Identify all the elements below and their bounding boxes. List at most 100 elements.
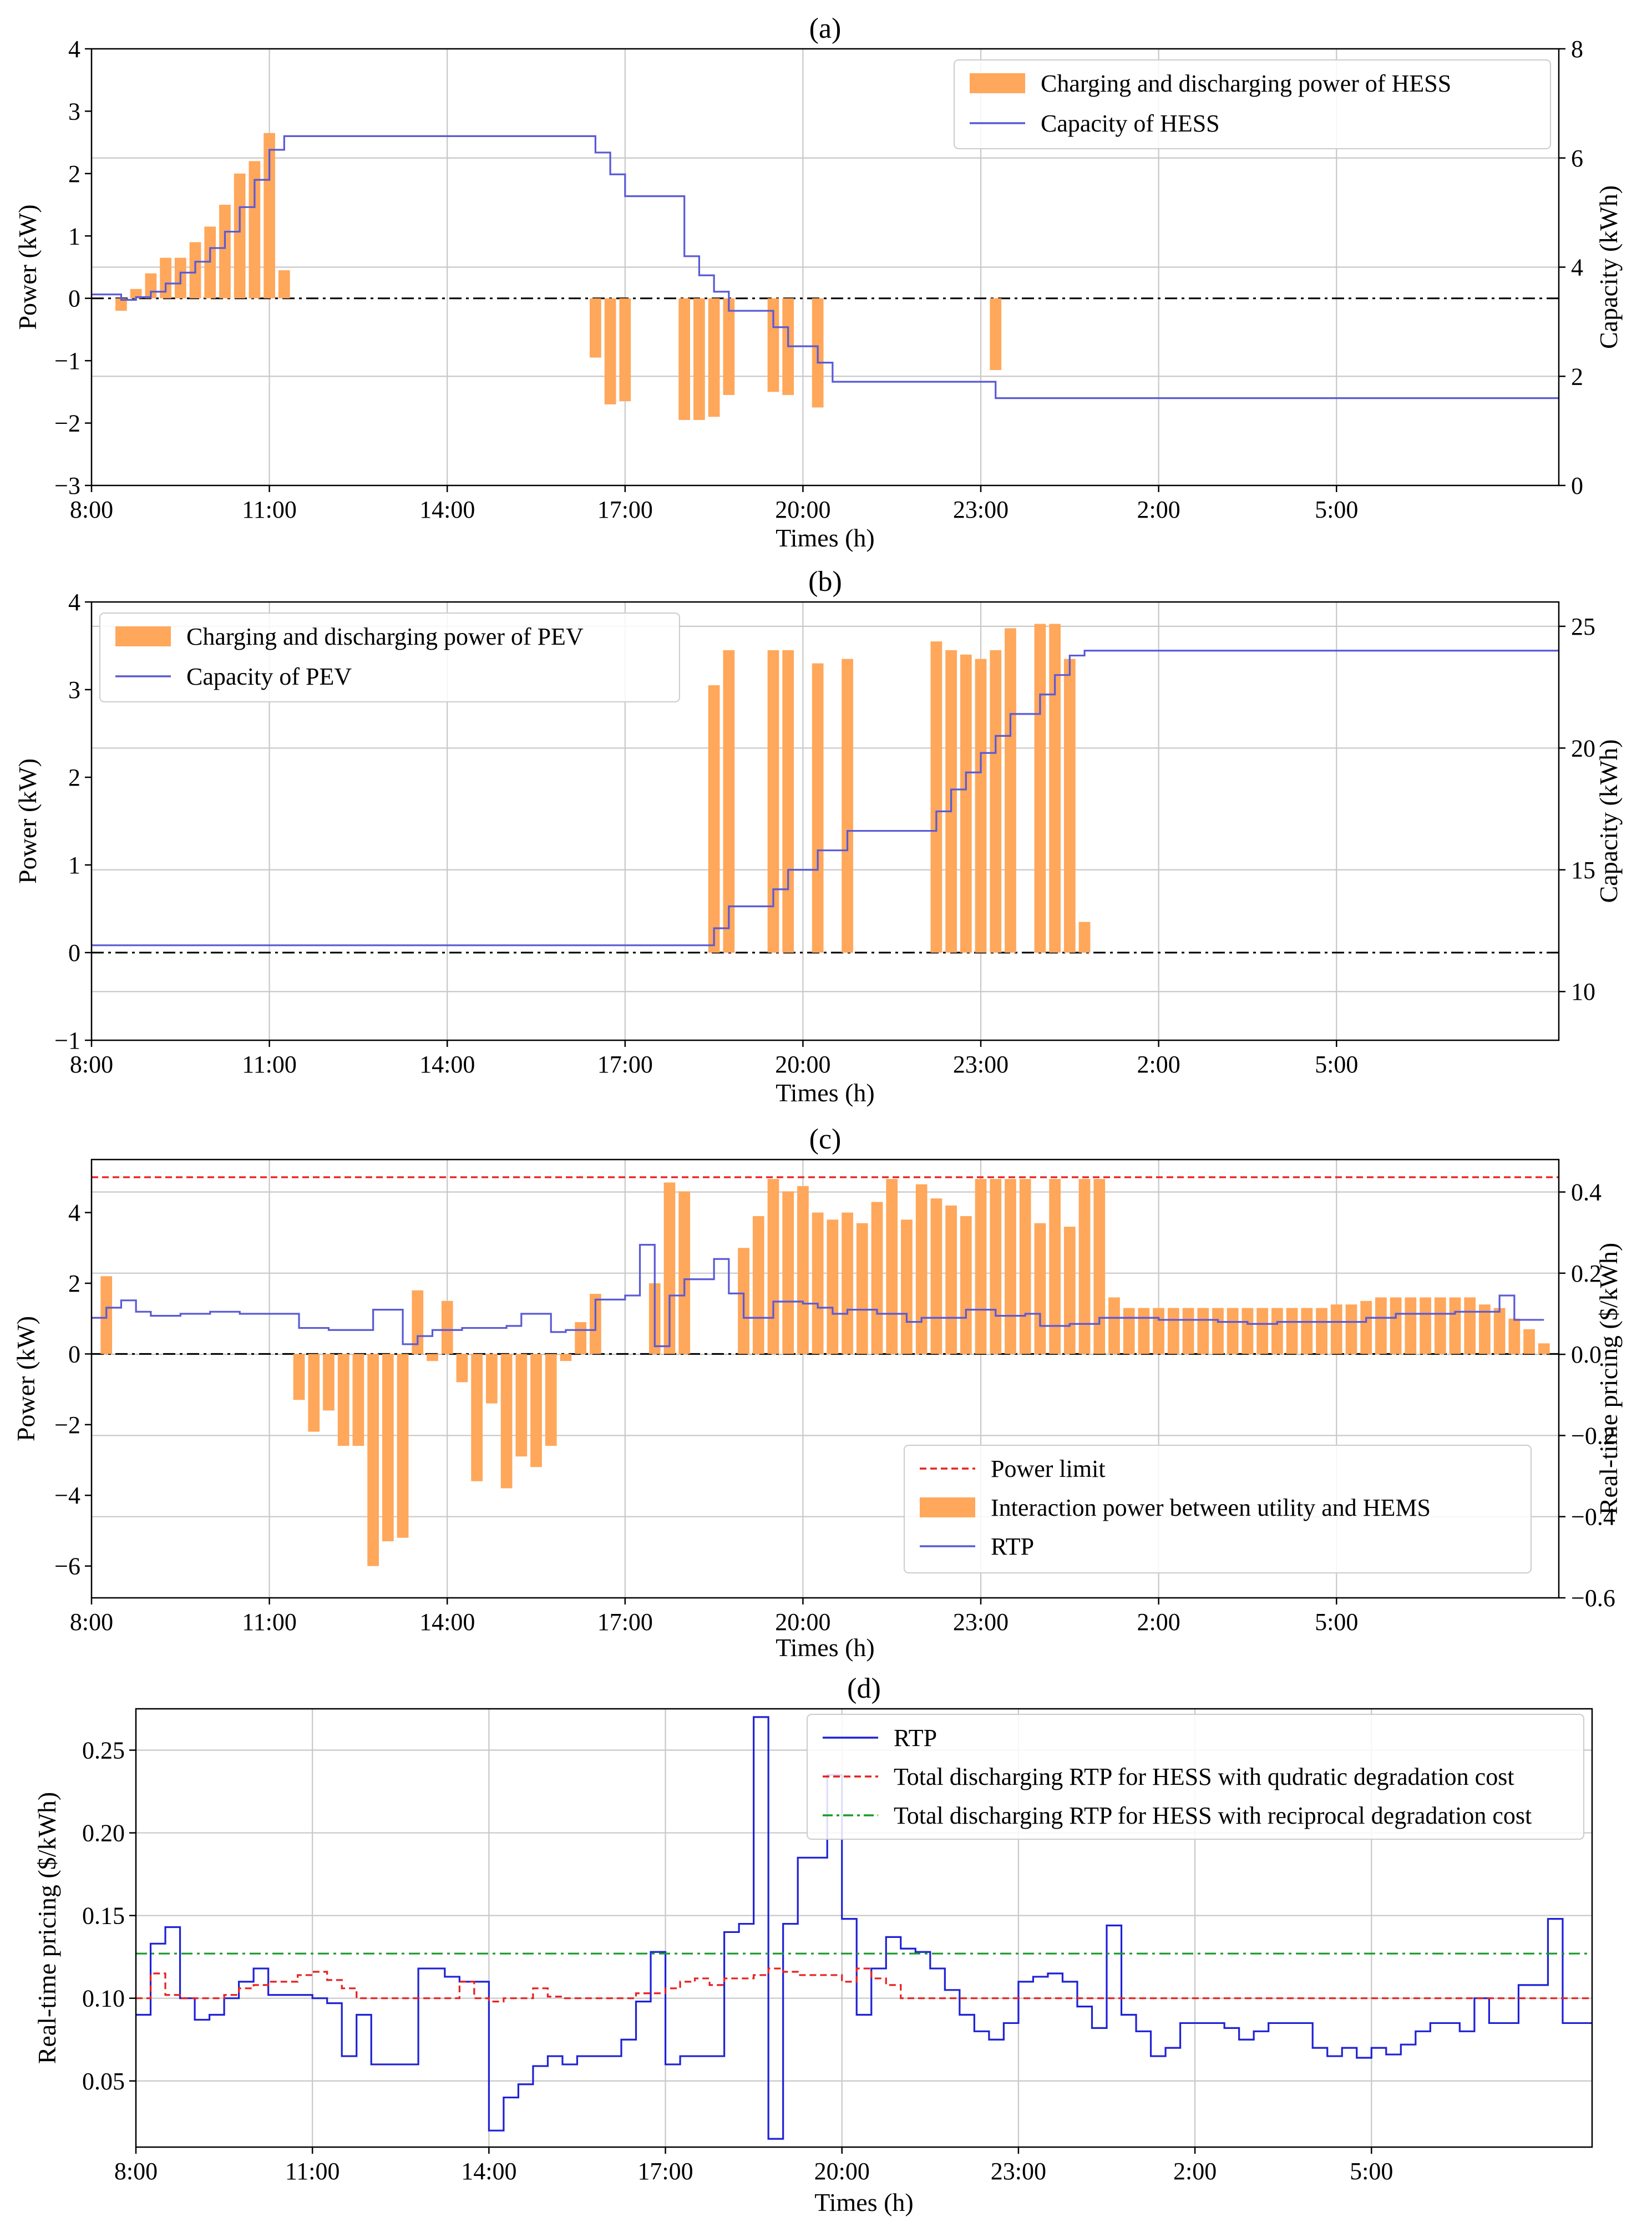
legend-label: Power limit: [991, 1455, 1106, 1482]
bar-c-47: [797, 1186, 809, 1354]
bar-a-3: [160, 257, 171, 298]
bar-c-23: [441, 1300, 453, 1354]
ytick-label: 0: [68, 285, 80, 312]
ytick-label: 0: [68, 1340, 80, 1368]
bar-c-61: [1005, 1179, 1016, 1354]
bar-c-91: [1449, 1297, 1461, 1354]
xtick-label: 14:00: [419, 1051, 475, 1078]
xtick-label: 20:00: [775, 1608, 830, 1636]
xtick-label: 23:00: [953, 1051, 1009, 1078]
y2tick-label: −0.6: [1571, 1585, 1615, 1612]
bar-c-18: [367, 1354, 379, 1566]
bar-c-68: [1108, 1297, 1120, 1354]
bar-b-15: [1078, 922, 1091, 953]
bar-c-75: [1212, 1308, 1224, 1354]
bar-c-54: [901, 1219, 913, 1354]
bar-c-78: [1256, 1308, 1269, 1354]
bar-c-45: [767, 1179, 779, 1354]
bar-a-13: [604, 298, 616, 404]
xtick-label: 8:00: [70, 1608, 113, 1636]
bar-a-14: [619, 298, 631, 402]
bar-c-95: [1508, 1318, 1521, 1354]
xtick-label: 8:00: [70, 496, 113, 523]
bar-c-46: [782, 1191, 794, 1354]
axes-frame-b: [90, 601, 1560, 1041]
panel-title: (c): [809, 1123, 842, 1155]
panel-title: (b): [808, 566, 842, 598]
xtick-label: 23:00: [991, 2158, 1046, 2185]
bar-b-3: [782, 650, 794, 953]
bar-c-19: [382, 1354, 394, 1542]
y2-axis-label: Capacity (kWh): [1594, 739, 1623, 903]
bar-a-11: [278, 270, 290, 298]
axes-frame-c: [90, 1158, 1560, 1599]
xtick-label: 11:00: [242, 1608, 297, 1636]
bar-c-55: [915, 1184, 928, 1354]
xtick-label: 5:00: [1315, 1608, 1358, 1636]
bar-c-65: [1063, 1227, 1076, 1354]
bar-c-85: [1360, 1300, 1372, 1354]
bar-c-82: [1316, 1308, 1327, 1354]
bar-b-8: [960, 654, 972, 953]
bar-c-31: [560, 1354, 572, 1361]
series-line-c-2: [92, 1244, 1544, 1348]
bar-c-58: [960, 1216, 972, 1354]
ytick-label: 0.25: [82, 1737, 125, 1764]
xtick-label: 11:00: [242, 1051, 297, 1078]
bar-c-67: [1093, 1179, 1106, 1354]
x-axis-label: Times (h): [776, 524, 875, 552]
bar-c-26: [486, 1354, 498, 1404]
ytick-label: 1: [68, 222, 80, 250]
legend-label: Capacity of HESS: [1041, 110, 1220, 137]
y2tick-label: −0.4: [1571, 1504, 1615, 1531]
bar-c-88: [1405, 1297, 1417, 1354]
xtick-label: 5:00: [1315, 496, 1358, 523]
bar-a-1: [130, 288, 142, 298]
x-axis-label: Times (h): [776, 1079, 875, 1107]
ytick-label: 2: [68, 1270, 80, 1297]
x-axis-label: Times (h): [776, 1633, 875, 1662]
bar-c-13: [293, 1354, 305, 1400]
bar-c-48: [812, 1212, 824, 1354]
xtick-label: 8:00: [114, 2158, 158, 2185]
series-line-b-1: [92, 650, 1559, 946]
y2tick-label: 0.2: [1571, 1260, 1602, 1287]
bar-c-24: [456, 1354, 468, 1383]
panel-b: 8:00 11:00 14:00 17:00 20:00 23:00 2:00 5:00 4 3 2…: [13, 566, 1623, 1107]
legend-box: [99, 613, 680, 702]
bar-b-12: [1034, 624, 1046, 953]
bar-c-86: [1375, 1297, 1387, 1354]
xtick-label: 20:00: [814, 2158, 870, 2185]
bar-c-79: [1271, 1308, 1283, 1354]
bar-c-62: [1019, 1179, 1031, 1354]
ytick-label: −2: [54, 410, 80, 437]
plot-area-a: [92, 133, 1559, 420]
ytick-label: 0: [68, 939, 80, 966]
bar-c-51: [856, 1223, 868, 1354]
y2-axis-label: Capacity (kWh): [1594, 185, 1623, 349]
ytick-label: 0.10: [82, 1985, 125, 2012]
legend-c: Power limit Interaction power between uti…: [904, 1445, 1532, 1573]
ytick-label: 0.20: [82, 1820, 125, 1847]
bar-b-4: [812, 663, 824, 953]
y2tick-label: 8: [1571, 36, 1583, 63]
bar-a-15: [678, 298, 691, 420]
bar-c-50: [842, 1212, 853, 1354]
xtick-label: 20:00: [775, 1051, 830, 1078]
y2tick-label: 10: [1571, 978, 1595, 1005]
plot-area-d: [136, 1716, 1592, 2140]
bar-b-2: [767, 650, 779, 953]
legend-swatch-bar: [920, 1497, 975, 1517]
xtick-label: 2:00: [1137, 496, 1180, 523]
legend-swatch-bar: [115, 626, 171, 646]
panel-a: 8:00 11:00 14:00 17:00 20:00 23:00 2:00 5:00 4 3 2…: [13, 13, 1623, 552]
bar-c-38: [663, 1182, 676, 1354]
bar-c-87: [1390, 1297, 1402, 1354]
bar-c-71: [1153, 1308, 1164, 1354]
ytick-label: −1: [54, 347, 80, 374]
bar-b-0: [708, 685, 720, 953]
bar-a-17: [708, 298, 720, 417]
ytick-label: 3: [68, 98, 80, 125]
bar-c-64: [1049, 1179, 1061, 1354]
ytick-label: −1: [54, 1027, 80, 1054]
